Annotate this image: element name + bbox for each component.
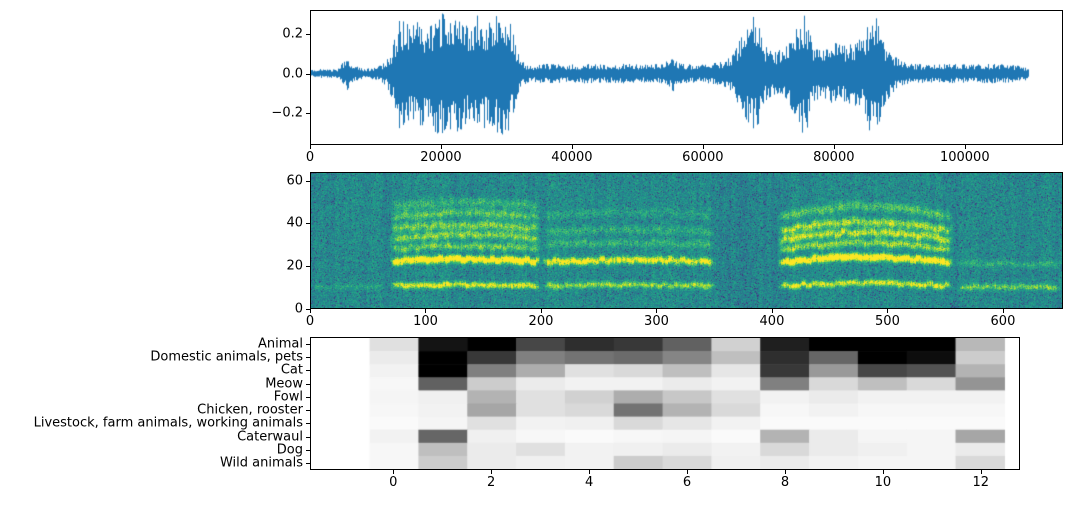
row-label: Caterwaul xyxy=(237,429,303,445)
x-tick-mark xyxy=(882,470,884,474)
y-tick-mark xyxy=(306,309,310,310)
y-tick-mark xyxy=(306,113,310,115)
class-scores-heatmap xyxy=(310,337,1020,470)
x-tick-mark xyxy=(589,470,591,474)
x-tick-mark xyxy=(833,145,835,149)
x-tick-mark xyxy=(440,145,442,149)
row-label: Animal xyxy=(258,336,303,352)
y-tick-label: 0.2 xyxy=(282,26,303,42)
x-tick-label: 6 xyxy=(682,475,692,490)
row-label: Dog xyxy=(276,442,303,458)
x-tick-label: 80000 xyxy=(813,150,855,165)
row-label: Wild animals xyxy=(219,455,303,471)
x-tick-label: 0 xyxy=(305,314,315,329)
y-tick-mark xyxy=(306,73,310,75)
x-tick-label: 200 xyxy=(528,314,554,329)
x-tick-label: 20000 xyxy=(420,150,462,165)
x-tick-label: 0 xyxy=(389,475,398,490)
x-tick-label: 60000 xyxy=(682,150,724,165)
class-scores-canvas xyxy=(311,338,1019,469)
y-tick-mark xyxy=(306,223,310,225)
y-tick-mark xyxy=(306,423,310,425)
row-label: Chicken, rooster xyxy=(197,402,303,418)
row-label: Cat xyxy=(280,362,303,378)
x-tick-mark xyxy=(540,309,542,313)
x-tick-label: 4 xyxy=(584,475,594,490)
y-tick-label: −0.2 xyxy=(271,105,303,121)
row-label: Domestic animals, pets xyxy=(150,349,303,365)
x-tick-mark xyxy=(771,309,773,313)
x-tick-mark xyxy=(687,470,689,474)
x-tick-label: 400 xyxy=(759,314,785,329)
y-tick-label: 60 xyxy=(286,173,303,189)
x-tick-mark xyxy=(491,470,493,474)
waveform-canvas xyxy=(311,11,1062,144)
y-tick-label: 0.0 xyxy=(282,66,303,82)
x-tick-mark xyxy=(393,470,395,474)
spectrogram-plot xyxy=(310,172,1063,309)
x-tick-label: 2 xyxy=(487,475,496,490)
waveform-plot xyxy=(310,10,1063,145)
y-tick-mark xyxy=(306,396,310,398)
x-tick-mark xyxy=(310,145,311,149)
y-tick-mark xyxy=(306,383,310,385)
y-tick-mark xyxy=(306,266,310,268)
y-tick-mark xyxy=(306,450,310,452)
row-label: Fowl xyxy=(273,389,303,405)
x-tick-mark xyxy=(887,309,889,313)
x-tick-mark xyxy=(980,470,982,474)
spectrogram-canvas xyxy=(311,173,1062,308)
y-tick-mark xyxy=(306,356,310,358)
x-tick-label: 0 xyxy=(305,150,315,165)
x-tick-label: 100 xyxy=(413,314,438,329)
y-tick-mark xyxy=(306,180,310,182)
x-tick-label: 8 xyxy=(780,475,790,490)
y-tick-label: 0 xyxy=(294,301,303,317)
x-tick-mark xyxy=(702,145,704,149)
x-tick-mark xyxy=(571,145,573,149)
y-tick-mark xyxy=(306,370,310,372)
x-tick-mark xyxy=(784,470,786,474)
y-tick-mark xyxy=(306,463,310,465)
x-tick-label: 600 xyxy=(990,314,1016,329)
y-tick-label: 20 xyxy=(286,258,303,274)
y-tick-label: 40 xyxy=(286,215,303,231)
x-tick-label: 40000 xyxy=(551,150,593,165)
x-tick-mark xyxy=(310,309,311,313)
row-label: Livestock, farm animals, working animals xyxy=(33,415,303,431)
x-tick-mark xyxy=(964,145,966,149)
y-tick-mark xyxy=(306,343,310,345)
row-label: Meow xyxy=(265,376,303,392)
x-tick-label: 500 xyxy=(875,314,900,329)
y-tick-mark xyxy=(306,33,310,35)
x-tick-label: 100000 xyxy=(939,150,990,165)
x-tick-label: 300 xyxy=(644,314,669,329)
x-tick-mark xyxy=(1002,309,1004,313)
x-tick-label: 10 xyxy=(874,475,892,490)
x-tick-label: 12 xyxy=(972,475,990,490)
x-tick-mark xyxy=(656,309,658,313)
y-tick-mark xyxy=(306,436,310,438)
x-tick-mark xyxy=(425,309,427,313)
y-tick-mark xyxy=(306,410,310,412)
